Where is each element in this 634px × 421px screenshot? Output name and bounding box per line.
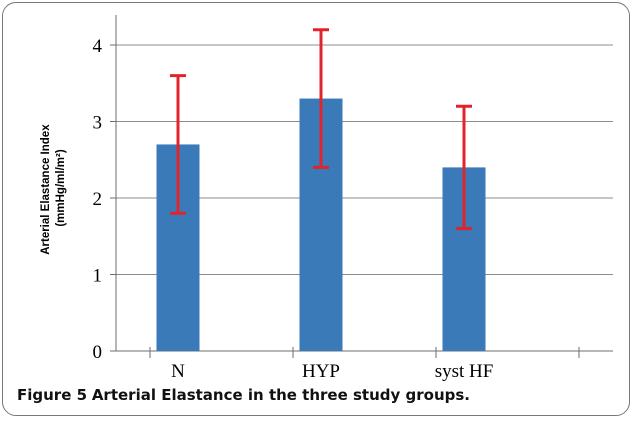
- y-tick-label: 4: [93, 36, 103, 57]
- y-tick-label: 3: [93, 113, 103, 134]
- y-axis-label: Arterial Elastance Index (mmHg/ml/m²): [40, 121, 67, 255]
- figure-caption: Figure 5 Arterial Elastance in the three…: [17, 386, 627, 404]
- y-tick-label: 2: [93, 189, 103, 210]
- error-bars: [170, 28, 472, 231]
- bar-chart: 0 1 2 3 4 N HYP syst HF Arterial Elastance Ind…: [40, 15, 613, 382]
- y-axis-label-line1: Arterial Elastance Index: [40, 124, 52, 255]
- x-tick-label: HYP: [302, 361, 340, 382]
- y-tick-labels: 0 1 2 3 4: [93, 36, 103, 363]
- error-bar-hyp: [313, 28, 329, 169]
- figure-frame: 0 1 2 3 4 N HYP syst HF Arterial Elastance Ind…: [2, 2, 630, 416]
- y-axis-label-line2: (mmHg/ml/m²): [55, 149, 67, 226]
- x-tick-label: syst HF: [435, 361, 494, 382]
- y-tick-label: 1: [93, 266, 103, 287]
- figure-caption-text: Arterial Elastance in the three study gr…: [91, 386, 470, 404]
- x-tick-labels: N HYP syst HF: [171, 361, 493, 382]
- y-tick-label: 0: [93, 342, 103, 363]
- x-tick-label: N: [171, 361, 185, 382]
- figure-caption-label: Figure 5: [17, 386, 88, 404]
- error-bar-syst-hf: [456, 104, 472, 231]
- error-bar-n: [170, 74, 186, 215]
